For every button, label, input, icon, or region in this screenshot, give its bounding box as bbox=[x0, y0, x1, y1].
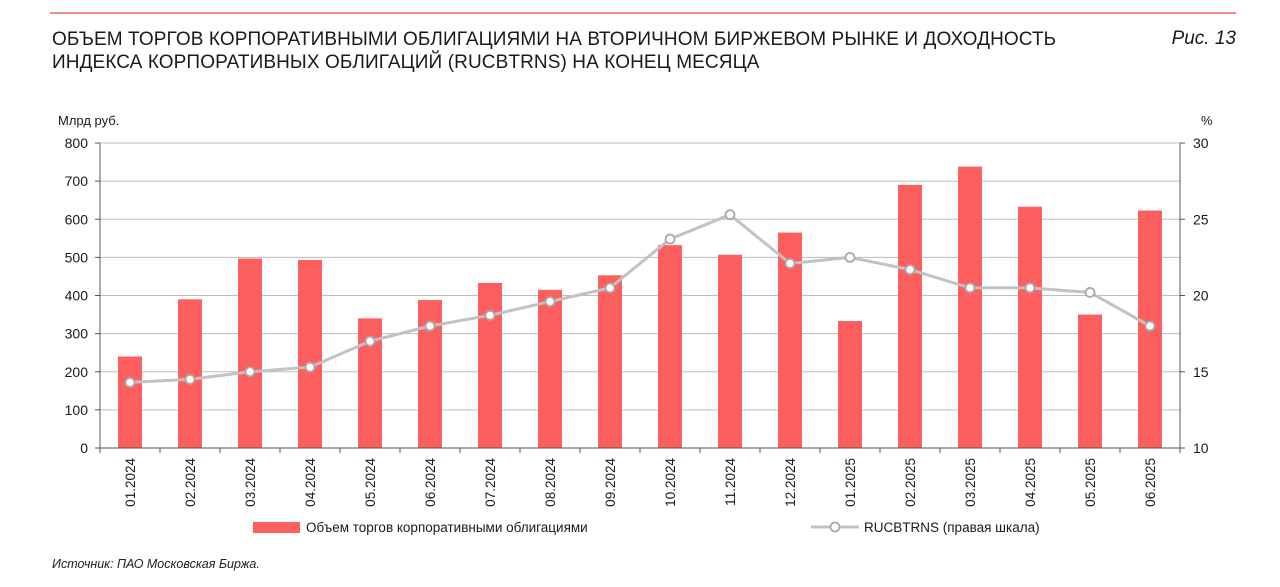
right-axis-tick-label: 20 bbox=[1193, 288, 1209, 304]
bar bbox=[598, 275, 622, 448]
line-point bbox=[484, 309, 496, 321]
bar bbox=[718, 254, 742, 448]
x-axis-tick-label: 11.2024 bbox=[723, 458, 738, 506]
left-axis-tick-label: 700 bbox=[65, 173, 89, 189]
top-rule bbox=[50, 12, 1236, 14]
line-point bbox=[184, 373, 196, 385]
x-axis-tick-label: 06.2024 bbox=[423, 458, 438, 507]
x-axis-tick-label: 04.2025 bbox=[1023, 458, 1038, 507]
line-point bbox=[364, 335, 376, 347]
x-axis-tick-label: 02.2025 bbox=[903, 458, 918, 507]
right-axis-tick-label: 10 bbox=[1193, 440, 1209, 456]
line-point bbox=[304, 361, 316, 373]
x-axis-tick-label: 08.2024 bbox=[543, 458, 558, 507]
line-point bbox=[244, 366, 256, 378]
left-axis-tick-label: 500 bbox=[65, 249, 89, 265]
bar bbox=[478, 282, 502, 448]
bar bbox=[298, 260, 322, 448]
bar bbox=[898, 184, 922, 448]
bar bbox=[1018, 206, 1042, 448]
left-axis-tick-label: 600 bbox=[65, 211, 89, 227]
right-axis-tick-label: 15 bbox=[1193, 364, 1209, 380]
left-axis-tick-label: 100 bbox=[65, 402, 89, 418]
bar bbox=[178, 299, 202, 448]
right-axis-tick-label: 25 bbox=[1193, 211, 1209, 227]
line-point bbox=[424, 320, 436, 332]
x-axis-tick-label: 10.2024 bbox=[663, 458, 678, 507]
x-axis-tick-label: 05.2024 bbox=[363, 458, 378, 507]
chart-title: ОБЪЕМ ТОРГОВ КОРПОРАТИВНЫМИ ОБЛИГАЦИЯМИ … bbox=[52, 28, 1102, 74]
left-axis-tick-label: 0 bbox=[80, 440, 88, 456]
bar bbox=[958, 166, 982, 448]
x-axis-tick-label: 01.2024 bbox=[123, 458, 138, 507]
bar bbox=[538, 289, 562, 448]
chart-title-line-2: ИНДЕКСА КОРПОРАТИВНЫХ ОБЛИГАЦИЙ (RUCBTRN… bbox=[52, 52, 760, 73]
x-axis-tick-label: 03.2024 bbox=[243, 458, 258, 507]
gridlines bbox=[100, 142, 1180, 411]
right-axis-unit-label: % bbox=[1201, 113, 1213, 128]
line-point bbox=[844, 251, 856, 263]
line-point bbox=[1024, 282, 1036, 294]
x-axis-tick-label: 03.2025 bbox=[963, 458, 978, 507]
legend-swatch-marker bbox=[829, 521, 841, 533]
line-point bbox=[904, 264, 916, 275]
left-axis-tick-label: 300 bbox=[65, 326, 89, 342]
chart-title-line-1: ОБЪЕМ ТОРГОВ КОРПОРАТИВНЫМИ ОБЛИГАЦИЯМИ … bbox=[52, 29, 1057, 50]
line-point bbox=[1144, 320, 1156, 332]
bar bbox=[118, 356, 142, 448]
bar bbox=[238, 258, 262, 448]
bar bbox=[1078, 314, 1102, 448]
legend-swatch-bar bbox=[253, 522, 300, 533]
line-point bbox=[544, 296, 556, 308]
line-series bbox=[124, 209, 1156, 388]
x-axis-tick-label: 06.2025 bbox=[1143, 458, 1158, 507]
left-axis-tick-label: 400 bbox=[65, 288, 89, 304]
left-axis-unit-label: Млрд руб. bbox=[58, 113, 119, 128]
line-point bbox=[964, 282, 976, 294]
bar bbox=[838, 321, 862, 448]
x-axis-tick-label: 12.2024 bbox=[783, 458, 798, 507]
line-point bbox=[784, 258, 796, 269]
line-point bbox=[1084, 287, 1096, 298]
x-axis-tick-label: 04.2024 bbox=[303, 458, 318, 507]
legend: Объем торгов корпоративными облигациями R… bbox=[253, 520, 1040, 535]
right-axis-tick-label: 30 bbox=[1193, 135, 1209, 151]
x-axis-tick-label: 05.2025 bbox=[1083, 458, 1098, 507]
source-note: Источник: ПАО Московская Биржа. bbox=[52, 557, 260, 571]
x-axis-tick-label: 07.2024 bbox=[483, 458, 498, 507]
left-axis-tick-label: 800 bbox=[65, 135, 89, 151]
bar bbox=[658, 245, 682, 448]
line-point bbox=[664, 233, 676, 245]
line-point bbox=[604, 282, 616, 294]
legend-label-bar: Объем торгов корпоративными облигациями bbox=[306, 520, 588, 535]
figure-label: Рис. 13 bbox=[1171, 28, 1236, 49]
line-point bbox=[724, 209, 736, 221]
x-axis-tick-label: 02.2024 bbox=[183, 458, 198, 507]
left-axis-tick-label: 200 bbox=[65, 364, 89, 380]
bar-series bbox=[118, 166, 1162, 448]
x-axis-tick-label: 01.2025 bbox=[843, 458, 858, 507]
axes: 0 100 200 300 400 500 600 700 800 10 15 20 25 30 Млрд … bbox=[58, 113, 1213, 507]
line-series-path bbox=[129, 213, 1151, 384]
line-point bbox=[124, 377, 136, 388]
legend-label-line: RUCBTRNS (правая шкала) bbox=[864, 520, 1040, 535]
x-axis-tick-label: 09.2024 bbox=[603, 458, 618, 507]
